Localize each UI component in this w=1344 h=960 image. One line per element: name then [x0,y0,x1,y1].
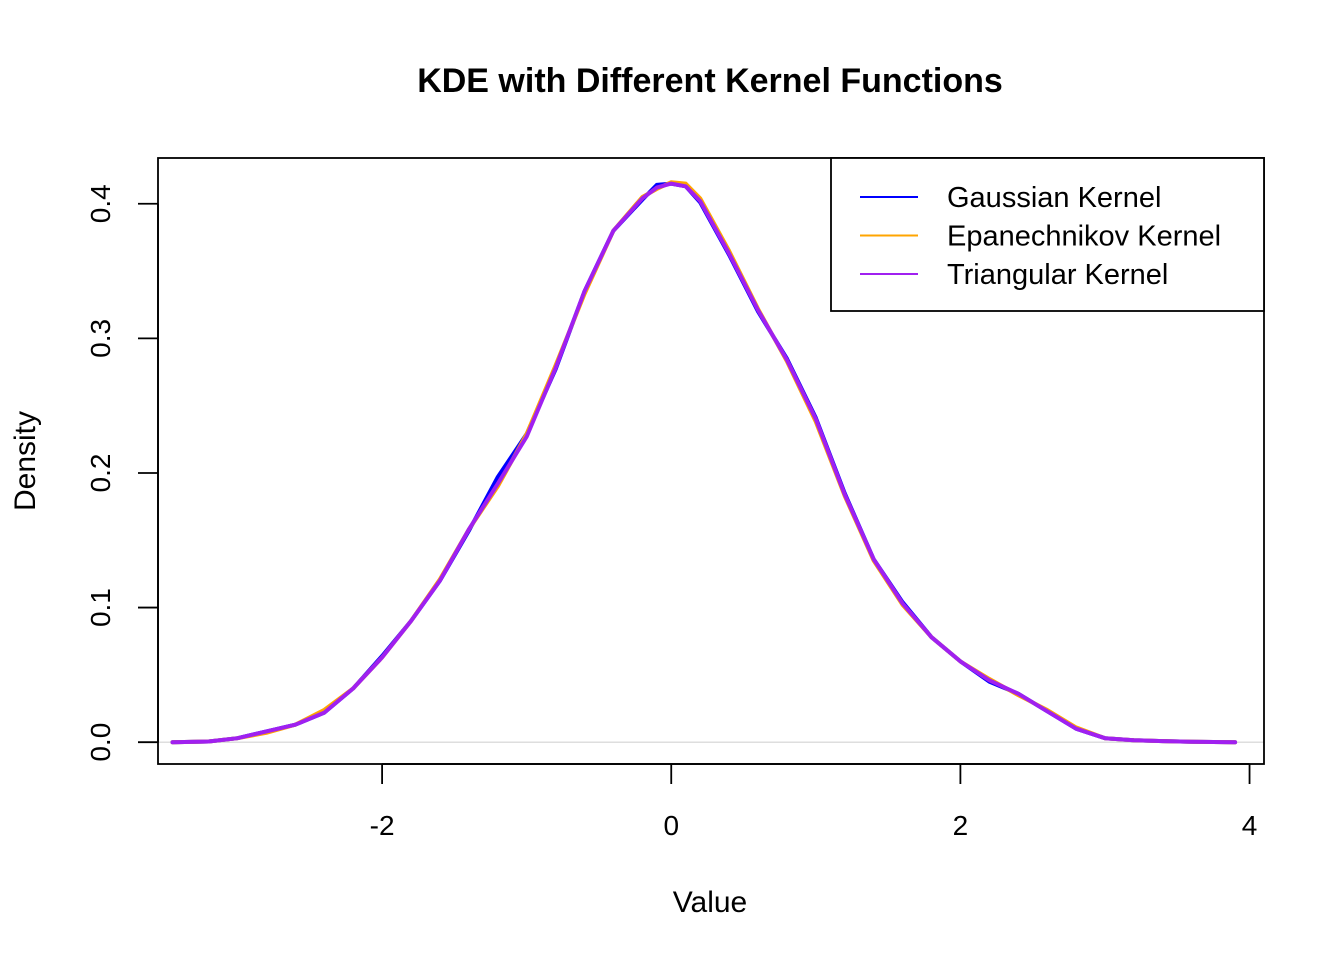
legend: Gaussian Kernel Epanechnikov Kernel Triang… [830,157,1265,312]
y-tick-label: 0.1 [85,588,116,627]
chart-title: KDE with Different Kernel Functions [417,62,1003,100]
series-layer [170,180,1238,745]
x-tick-label: -2 [370,810,395,841]
y-tick-label: 0.0 [85,723,116,762]
legend-items: Gaussian Kernel Epanechnikov Kernel Triang… [860,182,1221,291]
series-line-triangular-kernel [170,181,1238,745]
x-tick-label: 2 [953,810,969,841]
legend-label-triangular-kernel: Triangular Kernel [947,259,1168,291]
x-tick-label: 4 [1242,810,1258,841]
legend-label-epanechnikov-kernel: Epanechnikov Kernel [947,221,1221,253]
x-axis-label: Value [673,886,748,919]
y-axis-label: Density [9,411,42,511]
y-axis: 0.0 0.1 0.2 0.3 0.4 [85,184,159,762]
x-axis: -2 0 2 4 [370,763,1258,841]
y-tick-label: 0.3 [85,319,116,358]
legend-label-gaussian-kernel: Gaussian Kernel [947,182,1161,214]
x-tick-label: 0 [663,810,679,841]
y-tick-label: 0.4 [85,184,116,223]
y-tick-label: 0.2 [85,454,116,493]
